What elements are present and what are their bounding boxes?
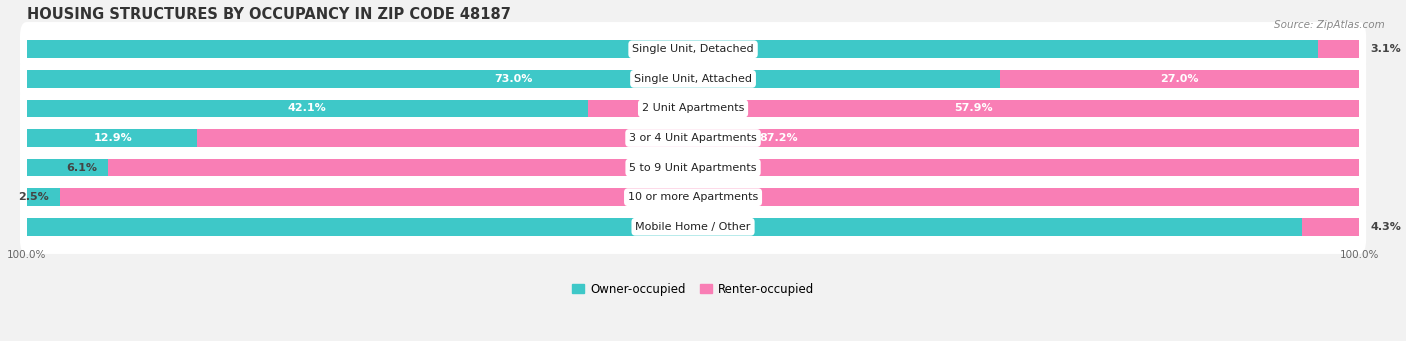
Text: 3 or 4 Unit Apartments: 3 or 4 Unit Apartments [628, 133, 756, 143]
Bar [60, 188, 1360, 206]
Text: 42.1%: 42.1% [288, 103, 326, 114]
Text: Single Unit, Attached: Single Unit, Attached [634, 74, 752, 84]
FancyBboxPatch shape [20, 170, 1367, 224]
Bar [27, 70, 1000, 88]
FancyBboxPatch shape [20, 199, 1367, 254]
FancyBboxPatch shape [20, 22, 1367, 76]
Text: HOUSING STRUCTURES BY OCCUPANCY IN ZIP CODE 48187: HOUSING STRUCTURES BY OCCUPANCY IN ZIP C… [27, 7, 510, 22]
Text: 96.9%: 96.9% [652, 44, 692, 54]
Text: 4.3%: 4.3% [1369, 222, 1400, 232]
Text: 95.7%: 95.7% [645, 222, 683, 232]
Bar [27, 188, 60, 206]
Text: 10 or more Apartments: 10 or more Apartments [628, 192, 758, 202]
Text: Mobile Home / Other: Mobile Home / Other [636, 222, 751, 232]
Text: Single Unit, Detached: Single Unit, Detached [633, 44, 754, 54]
Bar [27, 129, 198, 147]
Bar [1319, 40, 1360, 58]
Legend: Owner-occupied, Renter-occupied: Owner-occupied, Renter-occupied [568, 278, 818, 300]
Text: 57.9%: 57.9% [955, 103, 993, 114]
FancyBboxPatch shape [20, 111, 1367, 165]
Text: 73.0%: 73.0% [494, 74, 533, 84]
Text: 2 Unit Apartments: 2 Unit Apartments [643, 103, 744, 114]
Bar [1000, 70, 1360, 88]
Text: 2.5%: 2.5% [18, 192, 49, 202]
Bar [197, 129, 1360, 147]
Bar [27, 218, 1302, 236]
FancyBboxPatch shape [20, 140, 1367, 195]
Bar [27, 159, 108, 177]
Text: Source: ZipAtlas.com: Source: ZipAtlas.com [1274, 20, 1385, 30]
Text: 27.0%: 27.0% [1160, 74, 1199, 84]
Bar [108, 159, 1360, 177]
Text: 6.1%: 6.1% [66, 163, 97, 173]
Text: 87.2%: 87.2% [759, 133, 797, 143]
Bar [588, 100, 1360, 117]
FancyBboxPatch shape [20, 51, 1367, 106]
Bar [27, 100, 588, 117]
Text: 3.1%: 3.1% [1369, 44, 1400, 54]
Bar [27, 40, 1319, 58]
Text: 93.9%: 93.9% [714, 163, 754, 173]
FancyBboxPatch shape [20, 81, 1367, 136]
Text: 12.9%: 12.9% [93, 133, 132, 143]
Text: 5 to 9 Unit Apartments: 5 to 9 Unit Apartments [630, 163, 756, 173]
Text: 97.5%: 97.5% [690, 192, 730, 202]
Bar [1302, 218, 1360, 236]
